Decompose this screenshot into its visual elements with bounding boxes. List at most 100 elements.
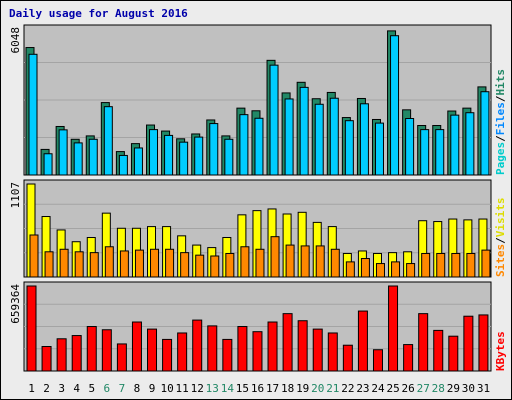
bar-files xyxy=(269,64,279,176)
legend-entry: / xyxy=(494,135,507,142)
panel-visits-sites: 1107 Sites/Visits xyxy=(9,179,507,278)
bar-sites xyxy=(119,250,129,278)
x-tick-label: 15 xyxy=(236,382,249,395)
x-tick-label: 19 xyxy=(296,382,309,395)
bar-files xyxy=(28,53,38,176)
bar-kbytes xyxy=(312,328,323,372)
bar-kbytes xyxy=(207,325,218,372)
bar-kbytes xyxy=(252,331,263,372)
legend: KBytes xyxy=(494,331,507,371)
bar-files xyxy=(344,120,354,176)
x-tick-label: 10 xyxy=(160,382,173,395)
x-tick-label: 18 xyxy=(281,382,294,395)
bar-files xyxy=(209,123,219,176)
y-max-label: 6048 xyxy=(9,27,22,54)
bar-files xyxy=(450,114,460,176)
bar-kbytes xyxy=(101,329,112,372)
legend-entry: / xyxy=(494,95,507,102)
y-max-label: 1107 xyxy=(9,182,22,209)
x-tick-label: 26 xyxy=(402,382,415,395)
x-tick-label: 6 xyxy=(104,382,111,395)
bar-kbytes xyxy=(342,344,353,372)
bar-files xyxy=(314,103,324,176)
legend-entry: Sites xyxy=(494,244,507,277)
bar-sites xyxy=(74,251,84,278)
bar-sites xyxy=(481,249,491,278)
bar-sites xyxy=(406,263,416,278)
bar-files xyxy=(480,91,490,176)
bar-sites xyxy=(180,252,190,278)
bar-sites xyxy=(59,248,69,278)
legend-entry: Pages xyxy=(494,142,507,175)
x-tick-label: 9 xyxy=(149,382,156,395)
x-tick-label: 17 xyxy=(266,382,279,395)
bar-kbytes xyxy=(297,320,308,372)
bar-files xyxy=(118,154,128,176)
bar-sites xyxy=(360,258,370,278)
bar-files xyxy=(435,129,445,176)
x-tick-label: 12 xyxy=(191,382,204,395)
x-tick-label: 16 xyxy=(251,382,264,395)
bar-sites xyxy=(225,252,235,278)
bar-files xyxy=(43,153,53,176)
x-tick-label: 30 xyxy=(462,382,475,395)
bar-files xyxy=(329,97,339,176)
x-tick-label: 3 xyxy=(58,382,65,395)
bar-kbytes xyxy=(433,329,444,372)
bar-files xyxy=(420,129,430,176)
bar-kbytes xyxy=(192,319,203,372)
x-tick-label: 2 xyxy=(43,382,50,395)
bar-sites xyxy=(210,255,220,278)
bar-kbytes xyxy=(403,344,414,372)
bar-files xyxy=(390,35,400,176)
bar-kbytes xyxy=(41,346,52,372)
bar-files xyxy=(224,138,234,176)
y-max-label: 659364 xyxy=(9,284,22,324)
bar-sites xyxy=(165,248,175,278)
x-tick-label: 31 xyxy=(477,382,490,395)
bar-kbytes xyxy=(478,314,489,372)
legend: Sites/Visits xyxy=(494,198,507,278)
bar-files xyxy=(359,103,369,176)
bar-files xyxy=(73,142,83,176)
legend-entry: KBytes xyxy=(494,331,507,371)
x-tick-label: 11 xyxy=(176,382,189,395)
bar-sites xyxy=(150,248,160,278)
bar-kbytes xyxy=(71,335,82,372)
bar-kbytes xyxy=(222,338,233,372)
x-tick-label: 13 xyxy=(206,382,219,395)
bar-sites xyxy=(315,245,325,278)
bar-kbytes xyxy=(388,285,399,372)
bar-kbytes xyxy=(131,321,142,372)
bar-files xyxy=(179,141,189,176)
legend-entry: Visits xyxy=(494,198,507,238)
bar-files xyxy=(374,122,384,176)
bar-sites xyxy=(44,251,54,278)
bar-files xyxy=(88,138,98,176)
x-tick-label: 14 xyxy=(221,382,235,395)
bar-kbytes xyxy=(162,338,173,372)
bar-sites xyxy=(104,246,114,278)
legend-entry: Files xyxy=(494,102,507,135)
bar-kbytes xyxy=(237,326,248,372)
x-tick-label: 24 xyxy=(371,382,385,395)
bar-kbytes xyxy=(177,332,188,372)
bar-files xyxy=(194,136,204,176)
x-tick-label: 4 xyxy=(73,382,80,395)
x-tick-label: 21 xyxy=(326,382,339,395)
bar-kbytes xyxy=(116,343,127,372)
x-tick-label: 1 xyxy=(28,382,35,395)
bar-kbytes xyxy=(448,335,459,372)
bar-kbytes xyxy=(26,285,37,372)
bar-kbytes xyxy=(86,326,97,372)
legend-entry: / xyxy=(494,237,507,244)
bar-sites xyxy=(195,254,205,278)
bar-sites xyxy=(29,234,39,278)
x-tick-label: 25 xyxy=(386,382,399,395)
x-tick-label: 27 xyxy=(417,382,430,395)
x-tick-label: 8 xyxy=(134,382,141,395)
bar-sites xyxy=(345,261,355,278)
bar-sites xyxy=(451,252,461,278)
